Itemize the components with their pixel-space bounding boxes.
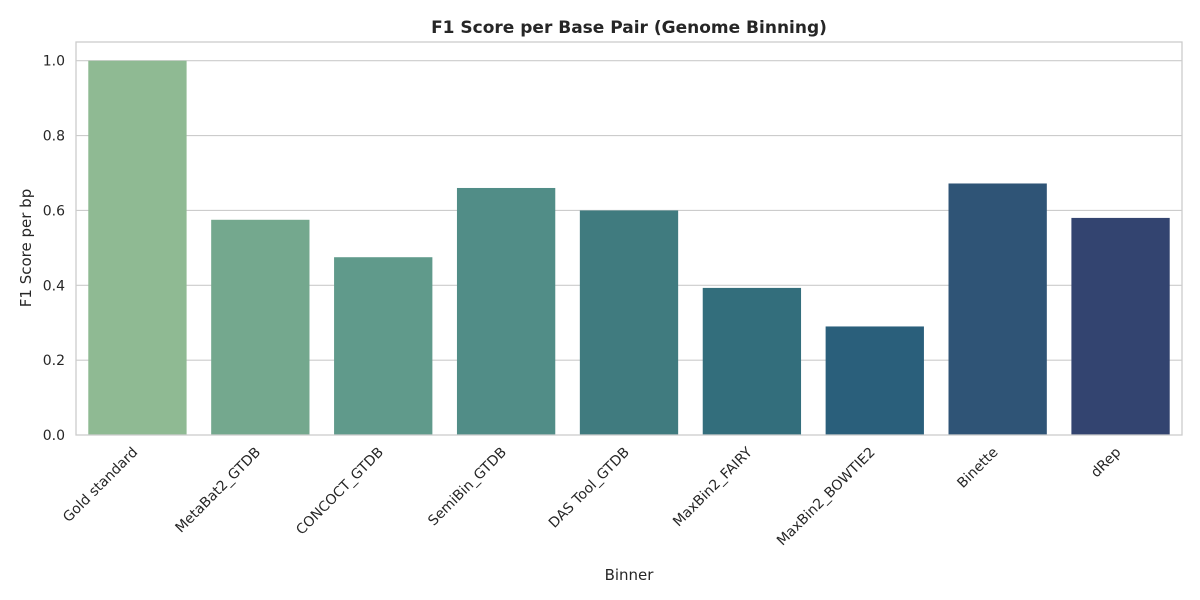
bar bbox=[948, 183, 1047, 435]
bars bbox=[88, 60, 1170, 435]
x-axis-label: Binner bbox=[605, 566, 655, 584]
x-tick-label: MaxBin2_FAIRY bbox=[670, 444, 756, 530]
bar bbox=[456, 187, 556, 435]
x-tick-label: MaxBin2_BOWTIE2 bbox=[774, 445, 879, 550]
x-tick-label: dRep bbox=[1088, 444, 1124, 480]
chart-title: F1 Score per Base Pair (Genome Binning) bbox=[431, 18, 827, 38]
bar bbox=[702, 287, 802, 435]
plot-frame bbox=[75, 41, 1183, 436]
x-tick-label: Binette bbox=[954, 445, 1001, 492]
bar bbox=[88, 60, 187, 435]
x-tick-label: MetaBat2_GTDB bbox=[172, 445, 264, 537]
y-tick-label: 1.0 bbox=[43, 54, 65, 70]
bar bbox=[211, 219, 310, 435]
bar bbox=[1071, 217, 1170, 435]
y-axis-label: F1 Score per bp bbox=[17, 189, 35, 307]
y-axis-ticks: 0.0 0.2 0.4 0.6 0.8 1.0 bbox=[43, 54, 65, 444]
bar bbox=[579, 210, 679, 435]
x-axis-ticks: Gold standard MetaBat2_GTDB CONCOCT_GTDB Se… bbox=[60, 444, 1124, 549]
y-tick-label: 0.2 bbox=[43, 353, 65, 369]
x-tick-label: SemiBin_GTDB bbox=[425, 445, 510, 530]
x-tick-label: Gold standard bbox=[60, 445, 141, 526]
x-tick-label: DAS Tool_GTDB bbox=[546, 445, 633, 532]
x-tick-label: CONCOCT_GTDB bbox=[293, 445, 387, 539]
y-tick-label: 0.4 bbox=[43, 278, 65, 294]
bar bbox=[334, 257, 433, 435]
bar bbox=[825, 326, 924, 435]
y-tick-label: 0.0 bbox=[43, 428, 65, 444]
y-tick-label: 0.6 bbox=[43, 203, 65, 219]
y-tick-label: 0.8 bbox=[43, 129, 65, 145]
